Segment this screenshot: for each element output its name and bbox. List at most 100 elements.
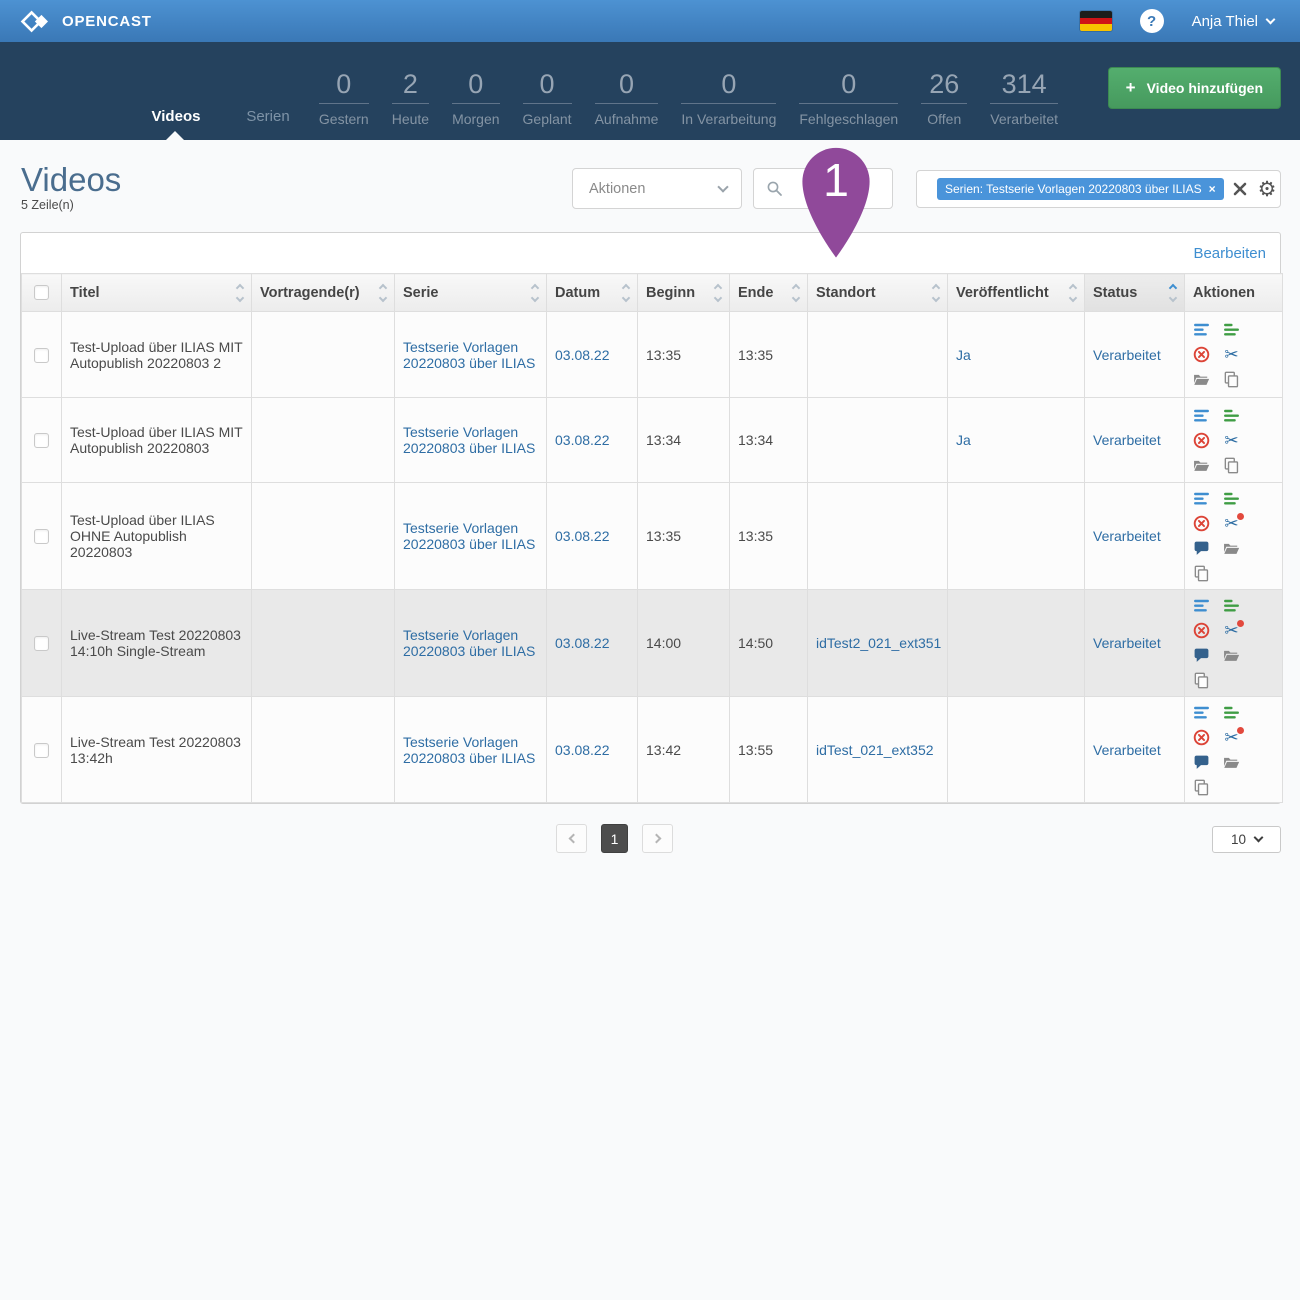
remove-filter-icon[interactable]: × bbox=[1208, 182, 1216, 196]
event-details-icon[interactable] bbox=[1193, 597, 1210, 614]
column-header-titel[interactable]: Titel bbox=[61, 273, 252, 312]
column-header-datum[interactable]: Datum bbox=[546, 273, 638, 312]
delete-icon[interactable] bbox=[1193, 346, 1210, 363]
user-menu[interactable]: Anja Thiel bbox=[1192, 13, 1276, 30]
video-editor-icon[interactable]: ✂ bbox=[1224, 345, 1239, 364]
column-header-vortragender[interactable]: Vortragende(r) bbox=[251, 273, 395, 312]
row-checkbox[interactable] bbox=[34, 347, 49, 363]
cell-vortragender bbox=[251, 589, 395, 697]
assets-folder-icon[interactable] bbox=[1223, 540, 1240, 557]
comments-icon[interactable] bbox=[1193, 540, 1210, 557]
assets-folder-icon[interactable] bbox=[1223, 754, 1240, 771]
event-details-icon[interactable] bbox=[1193, 407, 1210, 424]
filter-chip[interactable]: Serien: Testserie Vorlagen 20220803 über… bbox=[937, 178, 1224, 200]
location-link[interactable]: idTest2_021_ext351 bbox=[816, 635, 942, 651]
column-header-veroeffentlicht[interactable]: Veröffentlicht bbox=[947, 273, 1085, 312]
series-link[interactable]: Testserie Vorlagen 20220803 über ILIAS bbox=[403, 338, 536, 371]
video-editor-icon-flagged[interactable]: ✂ bbox=[1224, 620, 1244, 640]
stat-fehlgeschlagen[interactable]: 0 Fehlgeschlagen bbox=[799, 69, 899, 127]
stat-gestern[interactable]: 0 Gestern bbox=[318, 69, 369, 127]
published-link[interactable]: Ja bbox=[956, 346, 971, 363]
tab-serien[interactable]: Serien bbox=[246, 108, 290, 125]
column-header-standort[interactable]: Standort bbox=[807, 273, 948, 312]
series-details-icon[interactable] bbox=[1223, 597, 1240, 614]
status-text: Verarbeitet bbox=[1093, 528, 1161, 544]
date-link[interactable]: 03.08.22 bbox=[555, 635, 610, 651]
duplicate-icon[interactable] bbox=[1223, 457, 1240, 474]
date-link[interactable]: 03.08.22 bbox=[555, 432, 610, 448]
stat-verarbeitet[interactable]: 314 Verarbeitet bbox=[990, 69, 1058, 127]
actions-dropdown[interactable]: Aktionen bbox=[572, 168, 742, 209]
column-header-serie[interactable]: Serie bbox=[394, 273, 547, 312]
cell-titel: Test-Upload über ILIAS MIT Autopublish 2… bbox=[61, 397, 252, 483]
date-link[interactable]: 03.08.22 bbox=[555, 528, 610, 544]
assets-folder-icon[interactable] bbox=[1193, 457, 1210, 474]
pagination: 1 bbox=[556, 824, 673, 853]
row-checkbox[interactable] bbox=[34, 433, 49, 449]
series-details-icon[interactable] bbox=[1223, 321, 1240, 338]
column-header-ende[interactable]: Ende bbox=[729, 273, 808, 312]
current-page-button[interactable]: 1 bbox=[601, 824, 628, 853]
row-checkbox[interactable] bbox=[34, 636, 49, 652]
stat-heute[interactable]: 2 Heute bbox=[391, 69, 430, 127]
cell-vortragender bbox=[251, 696, 395, 803]
series-details-icon[interactable] bbox=[1223, 490, 1240, 507]
select-all-checkbox[interactable] bbox=[34, 285, 49, 301]
location-link[interactable]: idTest_021_ext352 bbox=[816, 741, 934, 758]
video-editor-icon-flagged[interactable]: ✂ bbox=[1224, 726, 1244, 747]
filter-settings-icon[interactable]: ⚙ bbox=[1257, 177, 1277, 201]
stat-morgen[interactable]: 0 Morgen bbox=[452, 69, 500, 127]
clear-filters-icon[interactable] bbox=[1233, 182, 1247, 196]
video-editor-icon-flagged[interactable]: ✂ bbox=[1224, 513, 1244, 533]
cell-vortragender bbox=[251, 311, 395, 398]
cell-titel: Live-Stream Test 20220803 13:42h bbox=[61, 696, 252, 803]
row-checkbox[interactable] bbox=[34, 742, 49, 758]
assets-folder-icon[interactable] bbox=[1193, 371, 1210, 388]
series-link[interactable]: Testserie Vorlagen 20220803 über ILIAS bbox=[403, 733, 536, 766]
tab-videos[interactable]: Videos bbox=[151, 108, 201, 125]
next-page-button[interactable] bbox=[642, 824, 673, 853]
stat-geplant[interactable]: 0 Geplant bbox=[522, 69, 572, 127]
duplicate-icon[interactable] bbox=[1193, 779, 1210, 796]
chevron-right-icon bbox=[651, 833, 661, 844]
delete-icon[interactable] bbox=[1193, 432, 1210, 449]
series-link[interactable]: Testserie Vorlagen 20220803 über ILIAS bbox=[403, 520, 536, 552]
opencast-logo bbox=[20, 10, 48, 32]
series-link[interactable]: Testserie Vorlagen 20220803 über ILIAS bbox=[403, 627, 536, 659]
search-input[interactable] bbox=[753, 168, 893, 209]
delete-icon[interactable] bbox=[1193, 622, 1210, 639]
date-link[interactable]: 03.08.22 bbox=[555, 346, 610, 363]
event-details-icon[interactable] bbox=[1193, 321, 1210, 338]
assets-folder-icon[interactable] bbox=[1223, 647, 1240, 664]
comments-icon[interactable] bbox=[1193, 754, 1210, 771]
prev-page-button[interactable] bbox=[556, 824, 587, 853]
event-details-icon[interactable] bbox=[1193, 490, 1210, 507]
duplicate-icon[interactable] bbox=[1193, 672, 1210, 689]
duplicate-icon[interactable] bbox=[1223, 371, 1240, 388]
series-link[interactable]: Testserie Vorlagen 20220803 über ILIAS bbox=[403, 424, 536, 456]
help-icon[interactable]: ? bbox=[1139, 9, 1164, 33]
series-details-icon[interactable] bbox=[1223, 407, 1240, 424]
stat-offen[interactable]: 26 Offen bbox=[921, 69, 968, 127]
table-row-highlighted: Live-Stream Test 20220803 14:10h Single-… bbox=[21, 589, 1283, 697]
column-header-status[interactable]: Status bbox=[1084, 273, 1185, 312]
per-page-select[interactable]: 10 bbox=[1212, 826, 1281, 853]
video-editor-icon[interactable]: ✂ bbox=[1224, 430, 1239, 450]
column-header-beginn[interactable]: Beginn bbox=[637, 273, 730, 312]
date-link[interactable]: 03.08.22 bbox=[555, 741, 610, 758]
active-tab-pointer bbox=[166, 131, 184, 140]
edit-link[interactable]: Bearbeiten bbox=[1193, 244, 1266, 262]
published-link[interactable]: Ja bbox=[956, 432, 971, 448]
stat-in-verarbeitung[interactable]: 0 In Verarbeitung bbox=[681, 69, 777, 127]
cell-titel: Test-Upload über ILIAS OHNE Autopublish … bbox=[61, 482, 252, 590]
language-flag-german[interactable] bbox=[1079, 11, 1112, 31]
duplicate-icon[interactable] bbox=[1193, 565, 1210, 582]
delete-icon[interactable] bbox=[1193, 515, 1210, 532]
stat-aufnahme[interactable]: 0 Aufnahme bbox=[594, 69, 659, 127]
add-video-button[interactable]: + Video hinzufügen bbox=[1107, 67, 1281, 109]
comments-icon[interactable] bbox=[1193, 647, 1210, 664]
row-checkbox[interactable] bbox=[34, 529, 49, 545]
series-details-icon[interactable] bbox=[1223, 704, 1240, 721]
event-details-icon[interactable] bbox=[1193, 704, 1210, 721]
delete-icon[interactable] bbox=[1193, 729, 1210, 746]
